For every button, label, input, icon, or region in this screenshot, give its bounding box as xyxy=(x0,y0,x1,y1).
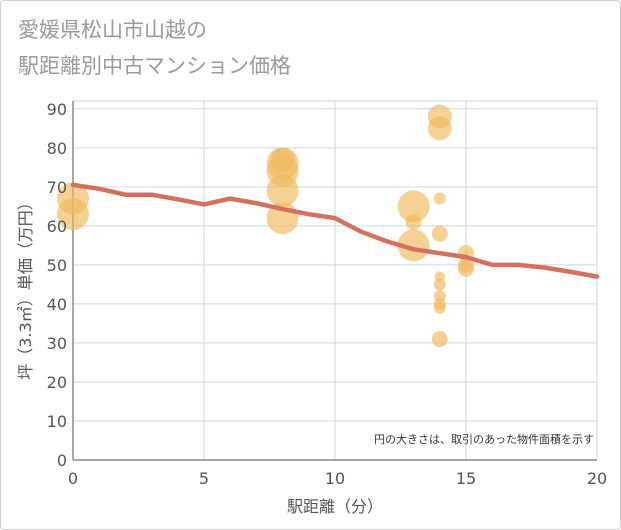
axis-ticks: 0 10 20 30 40 50 60 70 80 90 0 5 10 15 20 xyxy=(47,100,608,488)
data-point-22 xyxy=(458,260,474,277)
data-point-8 xyxy=(405,213,422,230)
data-point-1 xyxy=(57,198,89,231)
y-axis-label: 坪（3.3㎡）単価（万円） xyxy=(16,194,35,379)
y-tick-label-30: 30 xyxy=(47,334,67,353)
grid xyxy=(72,100,598,461)
y-tick-label-80: 80 xyxy=(47,139,67,158)
data-point-11 xyxy=(427,116,452,141)
y-tick-label-70: 70 xyxy=(47,178,67,197)
data-point-18 xyxy=(433,301,446,314)
y-tick-label-90: 90 xyxy=(47,100,67,119)
x-axis-label: 駅距離（分） xyxy=(287,497,383,516)
x-tick-label-5: 5 xyxy=(199,469,209,488)
chart-title-line-2: 駅距離別中古マンション価格 xyxy=(18,54,291,78)
data-point-19 xyxy=(431,331,448,348)
x-tick-label-0: 0 xyxy=(68,469,78,488)
y-tick-label-20: 20 xyxy=(47,373,67,392)
y-tick-label-60: 60 xyxy=(47,217,67,236)
x-tick-label-20: 20 xyxy=(587,469,607,488)
data-point-15 xyxy=(433,278,446,291)
chart-title-line-1: 愛媛県松山市山越の xyxy=(18,18,207,42)
chart-title: 愛媛県松山市山越の 駅距離別中古マンション価格 xyxy=(18,12,291,84)
y-tick-label-40: 40 xyxy=(47,295,67,314)
data-point-9 xyxy=(397,229,430,262)
x-tick-label-10: 10 xyxy=(325,469,345,488)
x-tick-label-15: 15 xyxy=(456,469,476,488)
data-point-7 xyxy=(397,190,430,223)
size-note: 円の大きさは、取引のあった物件面積を示す xyxy=(374,432,594,446)
data-point-5 xyxy=(266,174,299,207)
data-points xyxy=(57,104,474,348)
data-point-13 xyxy=(431,225,448,242)
y-tick-label-0: 0 xyxy=(57,451,67,470)
y-tick-label-10: 10 xyxy=(47,412,67,431)
data-point-12 xyxy=(433,192,446,205)
trend-line xyxy=(70,182,600,279)
trend-line-group xyxy=(70,182,600,279)
y-tick-label-50: 50 xyxy=(47,256,67,275)
